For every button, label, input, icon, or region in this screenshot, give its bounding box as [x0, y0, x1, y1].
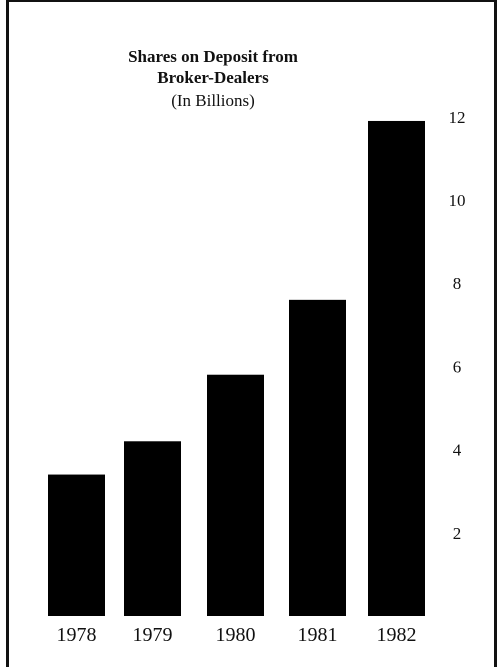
bar-1982 — [368, 120, 425, 617]
bar-1979 — [124, 441, 181, 616]
y-tick-6: 6 — [453, 357, 462, 376]
chart-title: Shares on Deposit from Broker-Dealers — [128, 47, 298, 87]
x-label-1979: 1979 — [133, 624, 173, 646]
chart-frame — [6, 0, 497, 667]
y-tick-8: 8 — [453, 274, 462, 293]
x-label-1980: 1980 — [216, 624, 256, 646]
bar-1980 — [207, 374, 264, 616]
bar-1978 — [48, 474, 105, 616]
x-label-1982: 1982 — [377, 624, 417, 646]
x-label-1978: 1978 — [57, 624, 97, 646]
y-tick-12: 12 — [449, 108, 466, 127]
x-label-1981: 1981 — [298, 624, 338, 646]
y-tick-2: 2 — [453, 524, 462, 543]
bar-1981 — [289, 299, 346, 616]
y-axis-ticks: 2 4 6 8 10 12 — [449, 108, 466, 543]
chart-subtitle: (In Billions) — [171, 91, 255, 110]
x-axis-labels: 1978 1979 1980 1981 1982 — [57, 624, 417, 646]
y-tick-4: 4 — [453, 441, 462, 460]
bar-group — [48, 120, 425, 617]
y-tick-10: 10 — [449, 191, 466, 210]
